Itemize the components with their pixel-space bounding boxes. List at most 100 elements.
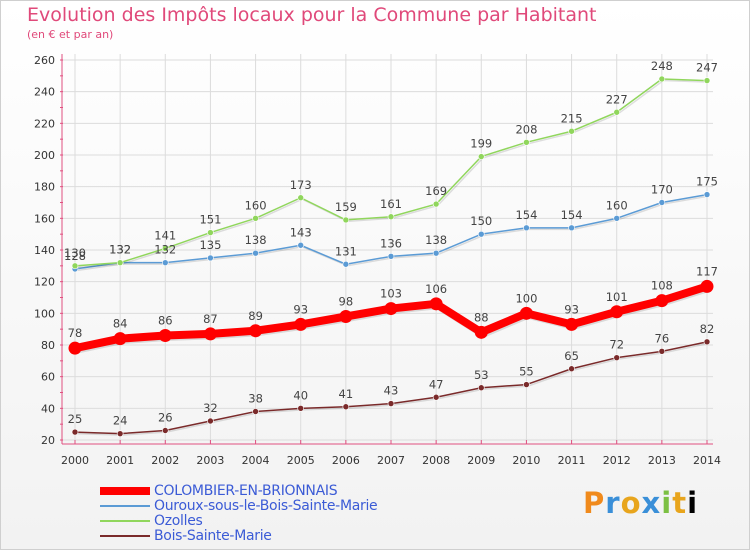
data-label: 150 <box>470 214 492 228</box>
data-label: 32 <box>203 401 218 415</box>
y-tick-label: 160 <box>34 212 55 225</box>
x-tick-label: 2007 <box>377 454 405 467</box>
y-tick-label: 20 <box>41 434 55 447</box>
data-label: 88 <box>474 310 489 324</box>
axes: 20 40 60 80 100 120 140 160 180 200 220 240 260 2000 2… <box>34 54 721 467</box>
x-tick-label: 2004 <box>242 454 270 467</box>
data-point <box>523 381 530 388</box>
data-label: 117 <box>696 264 718 278</box>
data-label: 130 <box>64 246 86 260</box>
data-point <box>655 294 669 308</box>
data-label: 26 <box>158 411 173 425</box>
data-label: 78 <box>68 326 83 340</box>
x-tick-label: 2011 <box>558 454 586 467</box>
legend-item-bois-sainte-marie: Bois-Sainte-Marie <box>100 529 377 544</box>
data-label: 151 <box>199 213 221 227</box>
proxiti-logo: Proxiti <box>583 486 698 520</box>
data-point <box>297 405 305 412</box>
data-label: 141 <box>154 228 176 242</box>
data-label: 160 <box>606 198 628 212</box>
data-label: 65 <box>564 349 579 363</box>
logo-letter: P <box>583 486 606 520</box>
data-label: 55 <box>519 365 534 379</box>
data-point <box>249 324 263 338</box>
y-tick-label: 240 <box>34 86 55 99</box>
data-label: 40 <box>293 388 308 402</box>
data-point <box>613 215 621 222</box>
data-label: 89 <box>248 309 263 323</box>
data-point <box>161 245 169 252</box>
data-label: 154 <box>561 208 583 222</box>
y-tick-label: 100 <box>34 307 55 320</box>
data-label: 100 <box>515 291 537 305</box>
data-point <box>71 428 79 436</box>
x-tick-label: 2014 <box>693 454 721 467</box>
logo-letter: r <box>605 486 621 520</box>
data-label: 93 <box>564 302 579 316</box>
x-tick-label: 2000 <box>61 454 89 467</box>
data-label: 41 <box>339 387 354 401</box>
data-label: 132 <box>109 243 131 257</box>
data-label: 199 <box>470 137 492 151</box>
x-tick-label: 2002 <box>151 454 179 467</box>
data-label: 43 <box>384 384 399 398</box>
data-point <box>339 310 353 323</box>
data-label: 132 <box>109 243 131 257</box>
data-label: 170 <box>651 183 673 197</box>
x-tick-label: 2009 <box>467 454 495 467</box>
data-point <box>161 427 169 434</box>
chart-title: Evolution des Impôts locaux pour la Comm… <box>27 4 597 26</box>
data-point <box>613 354 621 361</box>
data-point <box>703 191 711 198</box>
data-point <box>252 249 259 257</box>
data-point <box>568 127 575 135</box>
data-point <box>384 302 398 316</box>
data-point <box>658 348 666 355</box>
legend-swatch <box>100 487 150 495</box>
data-label: 87 <box>203 312 218 326</box>
data-point <box>207 229 214 236</box>
data-point <box>568 365 575 373</box>
x-tick-label: 2006 <box>332 454 360 467</box>
data-point <box>658 199 666 206</box>
data-point <box>474 325 488 339</box>
data-point <box>342 403 350 411</box>
data-label: 132 <box>154 243 176 257</box>
legend-label: Ozolles <box>154 513 203 529</box>
data-labels: 128 132 132 135 138 143 131 136 138 150 154 154 160 1… <box>64 59 718 428</box>
data-point <box>116 430 124 437</box>
data-label: 98 <box>339 295 354 309</box>
series-group <box>68 75 714 437</box>
y-tick-label: 40 <box>41 402 55 415</box>
data-label: 101 <box>606 290 628 304</box>
data-label: 247 <box>696 61 718 75</box>
x-tick-label: 2008 <box>422 454 450 467</box>
legend-item-ouroux: Ouroux-sous-le-Bois-Sainte-Marie <box>100 499 378 514</box>
data-point <box>297 194 305 202</box>
legend-item-colombier: COLOMBIER-EN-BRIONNAIS <box>100 484 377 499</box>
data-label: 136 <box>380 236 402 250</box>
data-point <box>703 338 711 346</box>
data-label: 227 <box>606 92 628 106</box>
data-point <box>610 305 624 319</box>
logo-letter: i <box>661 486 673 520</box>
y-tick-label: 220 <box>34 117 55 130</box>
logo-letter: o <box>620 486 642 520</box>
x-tick-label: 2003 <box>196 454 224 467</box>
data-label: 131 <box>335 244 357 258</box>
data-point <box>565 317 579 331</box>
data-label: 169 <box>425 184 447 198</box>
y-tick-label: 140 <box>34 244 55 257</box>
legend-swatch <box>100 505 150 507</box>
data-label: 208 <box>515 122 537 136</box>
data-point <box>523 139 530 146</box>
data-point <box>342 216 350 224</box>
data-label: 53 <box>474 368 489 382</box>
data-label: 161 <box>380 197 402 211</box>
x-tick-label: 2005 <box>287 454 315 467</box>
data-point <box>387 400 395 407</box>
data-point <box>297 241 305 249</box>
data-point <box>252 215 259 222</box>
data-label: 93 <box>293 302 308 316</box>
